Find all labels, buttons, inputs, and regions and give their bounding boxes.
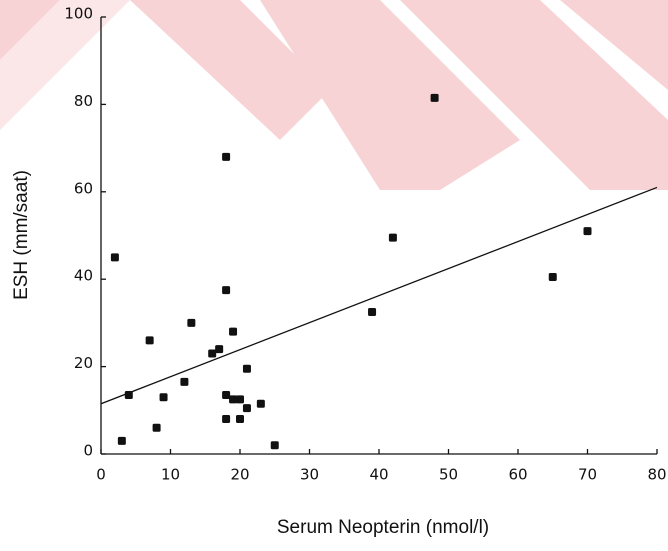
point: [229, 327, 238, 336]
point: [215, 345, 224, 354]
x-tick-label: 70: [578, 466, 597, 484]
point: [187, 318, 196, 327]
point: [388, 233, 397, 242]
y-tick-label: 100: [64, 5, 93, 23]
point: [270, 441, 279, 450]
y-tick-label: 40: [74, 267, 93, 285]
point: [159, 393, 168, 402]
point: [180, 377, 189, 386]
point: [222, 391, 231, 400]
point: [256, 399, 265, 408]
x-tick-label: 0: [96, 466, 106, 484]
point: [236, 415, 244, 424]
point: [152, 423, 161, 432]
y-axis-label: ESH (mm/saat): [11, 170, 32, 300]
point: [229, 395, 238, 404]
point: [548, 273, 557, 282]
point: [124, 391, 133, 400]
y-tick-label: 60: [74, 179, 93, 197]
x-tick-label: 10: [161, 466, 180, 484]
point: [222, 286, 231, 295]
point: [583, 227, 592, 236]
y-tick-label: 20: [74, 354, 93, 372]
point: [368, 307, 377, 316]
x-axis-label: Serum Neopterin (nmol/l): [277, 517, 489, 538]
x-tick-label: 80: [647, 466, 666, 484]
x-tick-label: 20: [230, 466, 249, 484]
x-tick-label: 50: [439, 466, 458, 484]
point: [242, 404, 251, 413]
point: [110, 253, 119, 262]
x-tick-label: 30: [300, 466, 319, 484]
point: [145, 336, 154, 345]
trend-line: [100, 186, 658, 405]
point: [222, 415, 231, 424]
point: [117, 436, 126, 445]
point: [208, 349, 217, 358]
point: [242, 364, 251, 373]
y-tick-label: 80: [74, 92, 93, 110]
watermark: [0, 0, 668, 190]
x-tick-label: 60: [508, 466, 527, 484]
point: [430, 93, 439, 102]
y-tick-label: 0: [83, 442, 93, 460]
point: [236, 395, 244, 404]
point: [222, 152, 231, 161]
x-tick-label: 40: [369, 466, 388, 484]
